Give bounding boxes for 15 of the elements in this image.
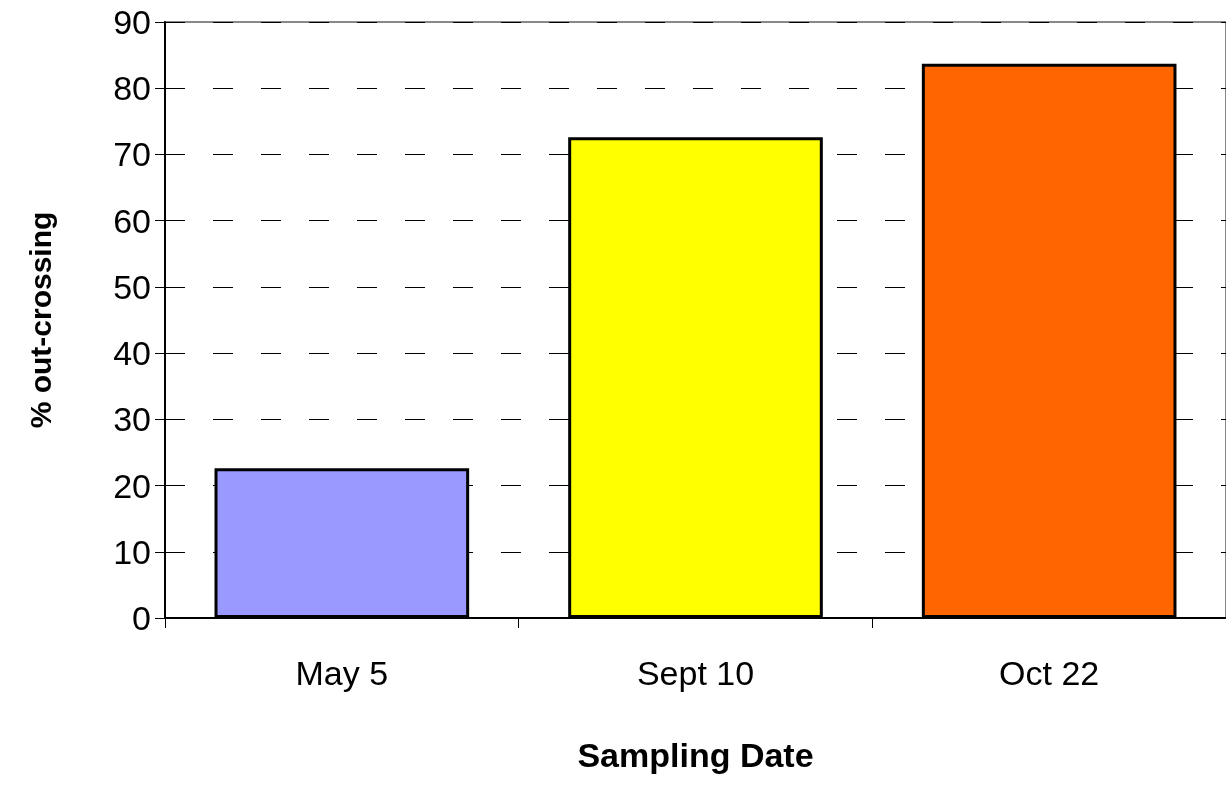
y-tick-label: 0: [132, 599, 151, 637]
x-axis-title: Sampling Date: [577, 736, 814, 774]
y-tick-label: 20: [113, 466, 151, 505]
y-axis-title: % out-crossing: [23, 211, 57, 429]
x-tick-label: Sept 10: [636, 654, 755, 692]
x-tick-label: Oct 22: [999, 654, 1100, 692]
y-tick-label: 90: [113, 3, 151, 41]
y-tick-label: 80: [113, 69, 151, 108]
y-tick-label: 10: [113, 532, 151, 571]
y-tick-label: 40: [113, 334, 151, 373]
y-tick-label: 60: [113, 201, 151, 240]
y-tick-label: 30: [113, 400, 151, 439]
x-tick-label: May 5: [295, 654, 389, 692]
y-tick-label: 70: [113, 135, 151, 174]
y-tick-label: 50: [113, 267, 151, 306]
